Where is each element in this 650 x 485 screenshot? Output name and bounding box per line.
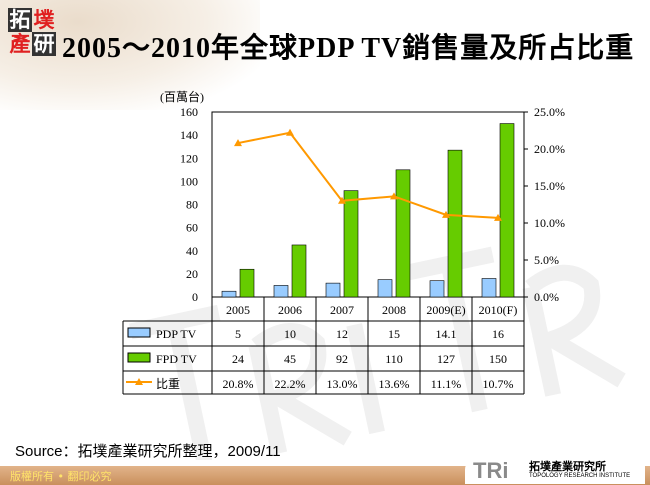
- line-marker: [442, 210, 450, 218]
- legend-swatch: [127, 327, 151, 338]
- data-label: 10: [284, 327, 296, 341]
- y-axis-label: (百萬台): [160, 89, 204, 104]
- legend-swatch: [127, 352, 151, 363]
- y-tick-label: 80: [186, 198, 198, 212]
- x-tick-label: 2009(E): [426, 303, 465, 317]
- copyright: 版權所有 • 翻印必究: [10, 470, 112, 483]
- x-tick-label: 2008: [382, 303, 406, 317]
- y-tick-label: 0: [192, 290, 198, 304]
- data-label: 15: [388, 327, 400, 341]
- data-label: 20.8%: [223, 377, 254, 391]
- data-label: 92: [336, 352, 348, 366]
- brand-name: 拓墣產業研究所: [529, 460, 606, 473]
- data-label: 110: [385, 352, 403, 366]
- y2-tick-label: 15.0%: [534, 179, 565, 193]
- bar-fpd-tv: [499, 123, 515, 298]
- data-label: 10.7%: [483, 377, 514, 391]
- x-tick-label: 2010(F): [479, 303, 518, 317]
- line-marker: [286, 128, 294, 136]
- y-tick-label: 100: [180, 174, 198, 188]
- bar-fpd-tv: [291, 244, 307, 298]
- line-marker: [390, 192, 398, 200]
- bar-fpd-tv: [239, 268, 255, 298]
- bar-pdp-tv: [481, 278, 497, 298]
- bar-fpd-tv: [447, 149, 463, 298]
- brand-logo: TRi 拓墣產業研究所 TOPOLOGY RESEARCH INSTITUTE: [465, 456, 645, 484]
- bar-pdp-tv: [429, 280, 445, 298]
- y-tick-label: 120: [180, 151, 198, 165]
- bar-fpd-tv: [395, 169, 411, 298]
- logo: 拓墣產研: [8, 8, 56, 56]
- page-title: 2005～2010年全球PDP TV銷售量及所占比重: [62, 33, 635, 64]
- line-marker: [494, 213, 502, 221]
- line-marker: [338, 196, 346, 204]
- data-label: 11.1%: [431, 377, 462, 391]
- y2-tick-label: 25.0%: [534, 105, 565, 119]
- data-label: 127: [437, 352, 455, 366]
- y-tick-label: 20: [186, 267, 198, 281]
- y2-tick-label: 10.0%: [534, 216, 565, 230]
- chart: (百萬台) 0 20 40 60 80 100 120 140 160 0.0% 5.0% 10.0% 1…: [122, 89, 565, 395]
- source-note: Source：拓墣產業研究所整理，2009/11: [15, 443, 281, 460]
- brand-mark: TRi: [473, 458, 509, 483]
- legend-label: FPD TV: [156, 352, 197, 366]
- y2-tick-label: 5.0%: [534, 253, 559, 267]
- y-tick-label: 60: [186, 221, 198, 235]
- bar-pdp-tv: [273, 285, 289, 298]
- x-tick-label: 2006: [278, 303, 302, 317]
- legend-label: 比重: [156, 377, 180, 391]
- data-label: 45: [284, 352, 296, 366]
- bar-pdp-tv: [221, 290, 237, 298]
- data-label: 14.1: [436, 327, 457, 341]
- x-tick-label: 2007: [330, 303, 354, 317]
- y-tick-label: 40: [186, 244, 198, 258]
- y2-tick-label: 20.0%: [534, 142, 565, 156]
- bar-pdp-tv: [377, 279, 393, 298]
- legend-label: PDP TV: [156, 327, 197, 341]
- data-label: 13.0%: [327, 377, 358, 391]
- data-label: 150: [489, 352, 507, 366]
- line-marker: [234, 139, 242, 147]
- data-label: 24: [232, 352, 244, 366]
- data-label: 16: [492, 327, 504, 341]
- brand-name-en: TOPOLOGY RESEARCH INSTITUTE: [529, 473, 631, 479]
- data-label: 12: [336, 327, 348, 341]
- bar-fpd-tv: [343, 190, 359, 298]
- data-label: 22.2%: [275, 377, 306, 391]
- legend-marker: [135, 378, 143, 385]
- x-tick-label: 2005: [226, 303, 250, 317]
- bar-pdp-tv: [325, 282, 341, 298]
- y-tick-label: 140: [180, 128, 198, 142]
- y2-tick-label: 0.0%: [534, 290, 559, 304]
- data-label: 13.6%: [379, 377, 410, 391]
- line-ratio: [237, 131, 499, 219]
- data-label: 5: [235, 327, 241, 341]
- y-tick-label: 160: [180, 105, 198, 119]
